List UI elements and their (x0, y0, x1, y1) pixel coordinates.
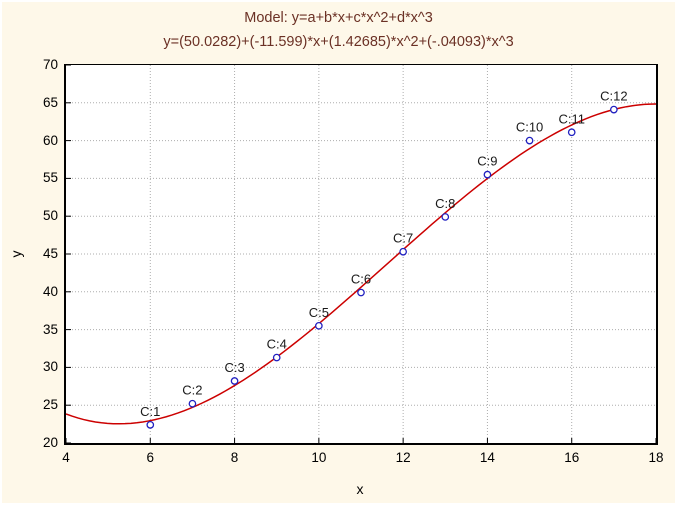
point-label: C:5 (309, 305, 329, 320)
y-tick-label: 20 (42, 435, 58, 450)
y-axis-label: y (8, 250, 24, 258)
data-point (315, 321, 323, 330)
point-label: C:9 (477, 154, 497, 169)
fit-curve (66, 103, 656, 425)
y-tick-label: 55 (42, 170, 58, 186)
data-point (399, 247, 407, 256)
point-label: C:7 (393, 231, 413, 246)
x-tick-label: 6 (146, 450, 155, 465)
plot-canvas: C:1 C:2 C:3 C:4 C:5 C:6 C:7 C:8 C:9 C:10 C:11 C:12 (66, 65, 656, 443)
point-label: C:8 (435, 196, 455, 211)
data-point (567, 128, 576, 137)
y-tick-label: 65 (42, 94, 58, 110)
chart-subtitle: y=(50.0282)+(-11.599)*x+(1.42685)*x^2+(-… (163, 34, 514, 50)
y-tick-label: 35 (42, 321, 58, 337)
y-tick-label: 60 (42, 132, 58, 148)
point-label: C:2 (182, 383, 202, 398)
x-axis-label: x (356, 481, 364, 497)
data-point (441, 213, 450, 221)
y-tick-label: 70 (42, 57, 58, 72)
data-point (525, 136, 534, 145)
x-tick-label: 18 (648, 450, 664, 465)
x-tick-label: 12 (395, 450, 411, 465)
y-tick-label: 45 (42, 246, 58, 261)
x-tick-label: 8 (230, 450, 239, 465)
data-point (272, 353, 281, 362)
data-point (146, 421, 155, 429)
data-point (188, 399, 197, 408)
plot-area: C:1 C:2 C:3 C:4 C:5 C:6 C:7 C:8 C:9 C:10 C:11 C:12 (64, 64, 658, 445)
x-tick-label: 16 (564, 450, 580, 465)
y-tick-label: 25 (42, 397, 58, 413)
data-point (357, 288, 365, 297)
x-tick-label: 14 (479, 450, 495, 465)
point-label: C:10 (516, 120, 543, 135)
point-label: C:4 (267, 337, 287, 352)
x-tick-label: 4 (62, 450, 70, 465)
data-point (230, 377, 239, 385)
point-label: C:1 (140, 404, 160, 419)
chart-title: Model: y=a+b*x+c*x^2+d*x^3 (244, 10, 433, 26)
data-point (483, 170, 492, 179)
y-tick-label: 50 (42, 208, 58, 224)
point-label: C:6 (351, 272, 371, 287)
point-label: C:11 (558, 111, 585, 126)
y-tick-label: 30 (42, 359, 58, 375)
x-tick-label: 10 (311, 450, 327, 465)
point-label: C:12 (600, 89, 627, 104)
y-tick-label: 40 (42, 283, 58, 299)
data-point (610, 105, 618, 114)
point-label: C:3 (224, 360, 244, 375)
